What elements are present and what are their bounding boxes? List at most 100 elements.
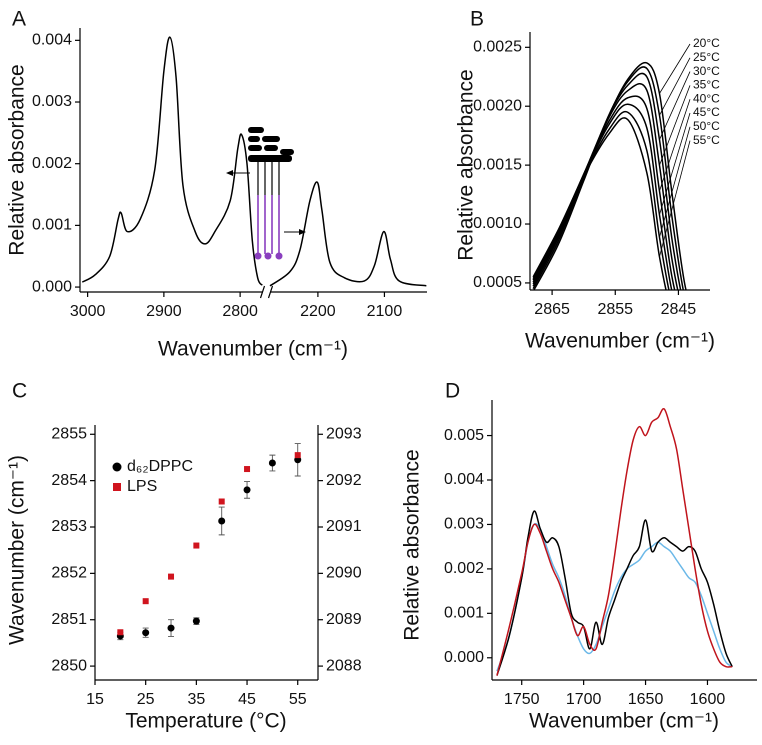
y-tick-label: 2852 — [51, 565, 87, 582]
y-tick-label: 0.004 — [32, 32, 72, 49]
label-leader — [659, 57, 691, 116]
x-axis-title: Wavenumber (cm⁻¹) — [529, 710, 719, 733]
lipid-part — [248, 127, 264, 133]
x-tick-label: 45 — [238, 691, 256, 708]
data-line — [532, 82, 679, 290]
lipid-head — [275, 252, 283, 260]
lipid-head — [264, 252, 272, 260]
lipid-head — [254, 252, 262, 260]
y-tick-label: 0.0010 — [473, 215, 522, 232]
series-label: 45°C — [693, 105, 720, 119]
point — [117, 629, 124, 636]
series-label: 25°C — [693, 50, 720, 64]
y-tick-label: 0.004 — [444, 471, 484, 488]
legend-marker — [113, 483, 121, 491]
y-tick-label: 0.003 — [444, 516, 484, 533]
data-line — [532, 66, 685, 290]
point — [218, 517, 226, 525]
point — [142, 629, 150, 637]
lipid-part — [264, 145, 278, 151]
y-tick-label: 0.003 — [32, 93, 72, 110]
y-tick-label: 2851 — [51, 611, 87, 628]
series-label: 35°C — [693, 78, 720, 92]
data-line — [496, 408, 733, 676]
y-tick-label: 2091 — [326, 518, 362, 535]
lipid-chain — [257, 162, 280, 195]
point — [167, 624, 175, 632]
point — [268, 459, 276, 467]
lipid-part — [248, 145, 262, 151]
label-leader — [659, 99, 691, 192]
x-tick-label: 2100 — [367, 303, 403, 320]
y-tick-label: 2855 — [51, 425, 87, 442]
y-tick-label: 2088 — [326, 657, 362, 674]
arrow-head — [226, 170, 233, 176]
y-tick-label: 0.0025 — [473, 39, 522, 56]
x-axis-title: Wavenumber (cm⁻¹) — [525, 330, 715, 353]
y-axis-title: Relative absorbance — [401, 449, 424, 640]
axis-break — [259, 285, 274, 299]
label-leader — [659, 43, 691, 94]
x-tick-label: 2800 — [222, 303, 258, 320]
point — [192, 617, 200, 625]
data-line — [81, 36, 263, 286]
x-tick-label: 1700 — [566, 691, 602, 708]
label-leader — [659, 112, 691, 215]
data-line — [496, 510, 733, 676]
x-tick-label: 3000 — [70, 303, 106, 320]
label-leader — [659, 85, 691, 166]
series-label: 50°C — [693, 119, 720, 133]
y-tick-label: 0.0005 — [473, 274, 522, 291]
y-tick-label: 2854 — [51, 472, 87, 489]
x-tick-label: 55 — [289, 691, 307, 708]
lipid-part — [248, 136, 260, 142]
label-leader — [659, 71, 691, 140]
x-tick-label: 2855 — [597, 301, 633, 318]
label-leader — [659, 140, 691, 257]
lipid-icon — [226, 127, 306, 260]
panel-letter: C — [12, 380, 27, 403]
y-tick-label: 2853 — [51, 518, 87, 535]
arrow-head — [299, 229, 306, 235]
series-label: 30°C — [693, 64, 720, 78]
lipid-part — [280, 149, 294, 155]
y-tick-label: 0.002 — [444, 560, 484, 577]
panel-letter: A — [12, 8, 26, 31]
data-line — [269, 181, 427, 287]
y-tick-label: 2090 — [326, 565, 362, 582]
y-tick-label: 0.0020 — [473, 97, 522, 114]
x-axis-title: Wavenumber (cm⁻¹) — [158, 338, 348, 361]
y-tick-label: 0.000 — [32, 278, 72, 295]
lipid-part — [248, 155, 292, 162]
series-label: 20°C — [693, 36, 720, 50]
y-tick-label: 2850 — [51, 657, 87, 674]
legend-label: d₆₂DPPC — [127, 458, 193, 475]
y-tick-label: 0.001 — [444, 605, 484, 622]
y-tick-label: 0.002 — [32, 155, 72, 172]
y-tick-label: 2089 — [326, 611, 362, 628]
series-label: 55°C — [693, 133, 720, 147]
x-tick-label: 2865 — [534, 301, 570, 318]
y-tick-label: 0.000 — [444, 649, 484, 666]
lipid-part — [262, 136, 280, 142]
x-tick-label: 35 — [187, 691, 205, 708]
y-tick-label: 0.001 — [32, 217, 72, 234]
x-tick-label: 15 — [86, 691, 104, 708]
data-line — [533, 61, 687, 290]
y-tick-label: 2092 — [326, 472, 362, 489]
x-tick-label: 1600 — [690, 691, 726, 708]
lipid-chain-deut — [257, 195, 280, 254]
x-tick-label: 2200 — [300, 303, 336, 320]
y-axis-title: Relative absorbance — [455, 69, 478, 260]
panel-letter: B — [470, 8, 484, 31]
x-tick-label: 1650 — [628, 691, 664, 708]
point — [244, 466, 251, 473]
y-axis-title: Wavenumber (cm⁻¹) — [6, 455, 29, 645]
x-tick-label: 1750 — [504, 691, 540, 708]
point — [168, 573, 175, 580]
y-tick-label: 0.005 — [444, 427, 484, 444]
point — [243, 486, 251, 494]
data-line — [532, 117, 667, 290]
